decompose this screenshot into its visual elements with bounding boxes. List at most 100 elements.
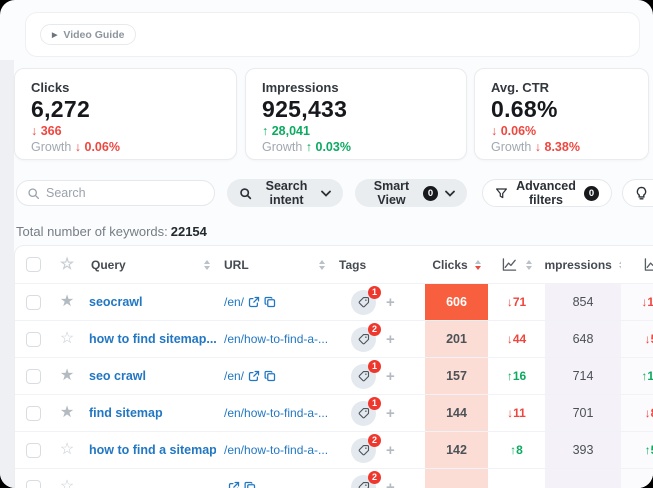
- sort-icon-impressions[interactable]: [618, 259, 621, 270]
- keywords-table: ☆ Query URL Tags Clicks: [14, 245, 653, 488]
- chevron-down-icon: [445, 190, 455, 197]
- lightbulb-icon: [635, 186, 648, 200]
- query-link[interactable]: find sitemap: [89, 406, 163, 420]
- ai-suggestions-button[interactable]: A: [622, 179, 653, 207]
- clicks-cell: 157: [425, 358, 488, 394]
- query-link[interactable]: seocrawl: [89, 295, 143, 309]
- impressions-change: ↓12: [641, 295, 653, 309]
- star-icon[interactable]: ★: [59, 367, 75, 384]
- impressions-change: ↓5: [644, 332, 653, 346]
- star-icon[interactable]: ★: [59, 404, 75, 421]
- tag-button[interactable]: 2: [351, 322, 381, 352]
- page-left-margin: [0, 60, 14, 488]
- stat-card-avg-ctr: Avg. CTR 0.68% ↓ 0.06% Growth ↓ 8.38%: [474, 68, 649, 160]
- url-link[interactable]: /en/: [224, 369, 245, 383]
- column-header-impressions[interactable]: Impressions: [545, 246, 621, 283]
- table-row: ★ seocrawl /en/ 1 + 606 ↓71 854 ↓12: [15, 283, 653, 320]
- search-box: [16, 180, 215, 206]
- star-icon[interactable]: ☆: [59, 441, 75, 458]
- add-tag-button[interactable]: +: [386, 293, 395, 311]
- url-link[interactable]: /en/how-to-find-a-...: [224, 443, 329, 457]
- row-checkbox[interactable]: [25, 442, 41, 458]
- tag-count-badge: 1: [368, 359, 381, 373]
- impressions-cell: 714: [545, 358, 621, 394]
- star-icon[interactable]: ★: [59, 293, 75, 310]
- add-tag-button[interactable]: +: [386, 478, 395, 488]
- video-guide-button[interactable]: ▶ Video Guide: [40, 24, 137, 45]
- tag-count-badge: 2: [368, 433, 381, 447]
- clicks-change: ↑8: [510, 443, 523, 457]
- sort-icon-url[interactable]: [319, 259, 325, 270]
- search-intent-label: Search intent: [265, 179, 308, 207]
- tag-button[interactable]: 1: [351, 359, 381, 389]
- stat-growth: Growth ↓ 8.38%: [491, 140, 580, 154]
- query-link[interactable]: how to find sitemap...: [89, 332, 216, 346]
- select-all-checkbox[interactable]: [25, 257, 41, 272]
- sort-icon-clicks-desc[interactable]: [474, 259, 481, 270]
- copy-icon[interactable]: [244, 481, 256, 488]
- row-checkbox[interactable]: [25, 331, 41, 347]
- tag-button[interactable]: 1: [351, 396, 381, 426]
- add-tag-button[interactable]: +: [386, 404, 395, 422]
- table-header-row: ☆ Query URL Tags Clicks: [15, 246, 653, 283]
- search-intent-dropdown[interactable]: Search intent: [227, 179, 343, 207]
- impressions-change: ↑14: [641, 369, 653, 383]
- clicks-cell: 201: [425, 321, 488, 357]
- stat-value: 0.68%: [491, 96, 558, 122]
- star-icon[interactable]: ☆: [59, 330, 75, 347]
- advanced-filters-button[interactable]: Advanced filters 0: [482, 179, 612, 207]
- stat-label: Avg. CTR: [491, 80, 550, 95]
- sort-icon-clicks-trend[interactable]: [525, 259, 532, 270]
- external-link-icon[interactable]: [248, 370, 260, 382]
- stat-card-clicks: Clicks 6,272 ↓ 366 Growth ↓ 0.06%: [14, 68, 237, 160]
- clicks-cell: 142: [425, 432, 488, 468]
- url-link[interactable]: /en/: [224, 295, 245, 309]
- keywords-total-count: 22154: [170, 224, 207, 239]
- stat-delta: ↓ 366: [31, 124, 62, 138]
- row-checkbox[interactable]: [25, 368, 41, 384]
- clicks-cell: 606: [425, 284, 488, 320]
- external-link-icon[interactable]: [228, 481, 240, 488]
- url-link[interactable]: /en/how-to-find-a-...: [224, 406, 329, 420]
- clicks-change: ↓44: [506, 332, 527, 346]
- tag-button[interactable]: 2: [351, 433, 381, 463]
- add-tag-button[interactable]: +: [386, 330, 395, 348]
- table-row: ☆ how to find a sitemap /en/how-to-find-…: [15, 431, 653, 468]
- clicks-change: ↓11: [507, 406, 526, 420]
- smart-view-dropdown[interactable]: Smart View 0: [355, 179, 467, 207]
- column-header-clicks[interactable]: Clicks: [425, 246, 488, 283]
- copy-icon[interactable]: [264, 370, 276, 382]
- add-tag-button[interactable]: +: [386, 367, 395, 385]
- keywords-total: Total number of keywords: 22154: [16, 224, 207, 239]
- tag-button[interactable]: 1: [351, 285, 381, 315]
- star-icon[interactable]: ☆: [59, 478, 75, 488]
- star-header-icon[interactable]: ☆: [59, 255, 75, 273]
- column-header-tags[interactable]: Tags: [339, 257, 367, 272]
- impressions-change: ↓8: [644, 406, 653, 420]
- row-checkbox[interactable]: [25, 294, 41, 310]
- copy-icon[interactable]: [264, 296, 276, 308]
- smart-view-label: Smart View: [373, 179, 410, 207]
- query-link[interactable]: how to find a sitemap: [89, 443, 216, 457]
- column-header-clicks-trend[interactable]: [488, 246, 545, 283]
- external-link-icon[interactable]: [248, 296, 260, 308]
- row-checkbox[interactable]: [25, 479, 41, 488]
- table-row: ☆ 2 +: [15, 468, 653, 488]
- column-header-query[interactable]: Query: [83, 246, 216, 283]
- stat-growth: Growth ↑ 0.03%: [262, 140, 351, 154]
- stat-delta: ↓ 0.06%: [491, 124, 537, 138]
- tag-button[interactable]: 2: [351, 470, 381, 488]
- column-header-impressions-trend[interactable]: [621, 246, 653, 283]
- url-link[interactable]: /en/how-to-find-a-...: [224, 332, 329, 346]
- add-tag-button[interactable]: +: [386, 441, 395, 459]
- query-link[interactable]: seo crawl: [89, 369, 146, 383]
- search-input[interactable]: [46, 186, 207, 200]
- clicks-cell: [425, 469, 488, 488]
- stat-delta: ↑ 28,041: [262, 124, 310, 138]
- stat-growth: Growth ↓ 0.06%: [31, 140, 120, 154]
- tag-count-badge: 1: [368, 396, 381, 410]
- sort-icon-query[interactable]: [204, 259, 210, 270]
- row-checkbox[interactable]: [25, 405, 41, 421]
- column-header-url[interactable]: URL: [216, 246, 331, 283]
- table-row: ★ seo crawl /en/ 1 + 157 ↑16 714 ↑14: [15, 357, 653, 394]
